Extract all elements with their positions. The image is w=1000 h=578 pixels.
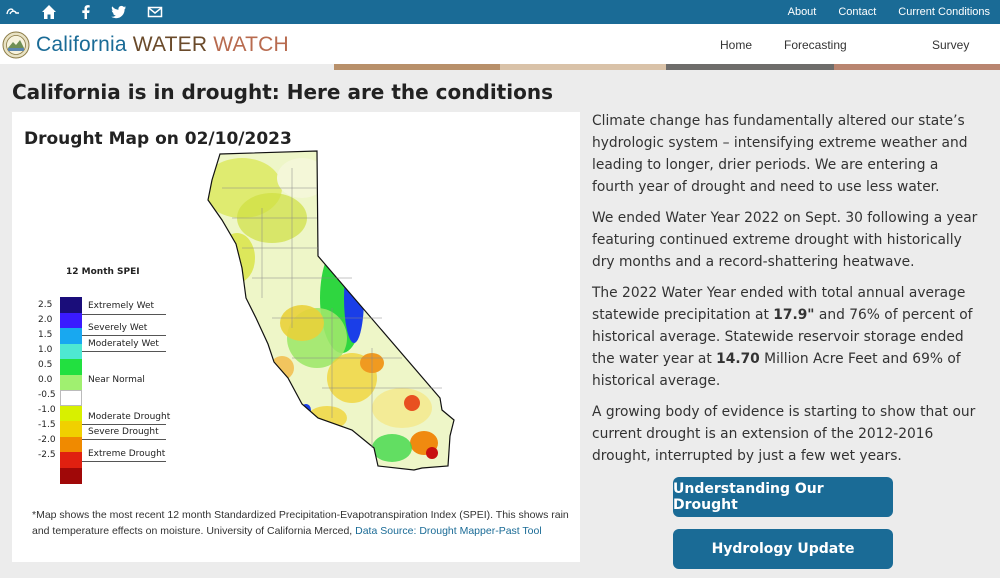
- reservoir-storage-value: 14.70: [716, 351, 760, 367]
- map-footnote-text: *Map shows the most recent 12 month Stan…: [32, 509, 569, 537]
- current-conditions-link[interactable]: Current Conditions: [898, 6, 990, 18]
- legend-value: 0.0: [38, 375, 53, 385]
- legend-swatch: [60, 312, 82, 329]
- legend-swatch: [60, 467, 82, 484]
- map-footnote: *Map shows the most recent 12 month Stan…: [32, 507, 572, 539]
- spei-legend: 12 Month SPEI 2.5 2.0 1.5 1.0 0.5 0.0 -0…: [32, 267, 192, 487]
- hydrology-update-button[interactable]: Hydrology Update: [673, 529, 893, 569]
- legend-label-near-normal: Near Normal: [88, 375, 145, 385]
- legend-label-moderate-drought: Moderate Drought: [88, 412, 171, 422]
- california-outline: [207, 150, 455, 471]
- header-color-band-2: [500, 64, 666, 70]
- summary-paragraph-3: The 2022 Water Year ended with total ann…: [592, 285, 973, 389]
- legend-label-severe-drought: Severe Drought: [88, 427, 159, 437]
- legend-swatch: [60, 452, 82, 468]
- legend-value: -1.0: [38, 405, 56, 415]
- summary-paragraph-2: We ended Water Year 2022 on Sept. 30 fol…: [592, 210, 978, 270]
- legend-label-severely-wet: Severely Wet: [88, 323, 148, 333]
- legend-swatch: [60, 374, 82, 391]
- facebook-icon[interactable]: [77, 3, 95, 21]
- site-brand[interactable]: California WATER WATCH: [2, 28, 289, 62]
- nav-forecasting[interactable]: Forecasting: [784, 38, 847, 52]
- california-drought-map: [207, 150, 455, 471]
- site-title: California WATER WATCH: [36, 33, 289, 57]
- home-icon[interactable]: [40, 3, 58, 21]
- legend-value: -2.0: [38, 435, 56, 445]
- legend-value: -0.5: [38, 390, 56, 400]
- legend-swatch: [60, 405, 82, 422]
- legend-tick: [82, 335, 166, 336]
- legend-value: 2.5: [38, 300, 53, 310]
- site-header: California WATER WATCH Home Forecasting Su…: [0, 24, 1000, 64]
- legend-tick: [82, 461, 166, 462]
- twitter-icon[interactable]: [110, 3, 128, 21]
- state-seal-icon: [2, 31, 30, 59]
- understanding-drought-button[interactable]: Understanding Our Drought: [673, 477, 893, 517]
- about-link[interactable]: About: [787, 6, 817, 18]
- nav-home[interactable]: Home: [720, 38, 753, 52]
- legend-value: -1.5: [38, 420, 56, 430]
- legend-value: 1.0: [38, 345, 53, 355]
- legend-swatch: [60, 359, 82, 375]
- legend-value: 2.0: [38, 315, 53, 325]
- legend-label-extreme-drought: Extreme Drought: [88, 449, 166, 459]
- data-source-link[interactable]: Data Source: Drought Mapper-Past Tool: [355, 525, 542, 537]
- legend-value: 0.5: [38, 360, 53, 370]
- map-fill: [208, 151, 454, 470]
- page-title: California is in drought: Here are the c…: [12, 80, 553, 104]
- nav-survey[interactable]: Survey: [932, 38, 970, 52]
- brand-word-watch: WATCH: [213, 33, 289, 56]
- legend-swatch: [60, 343, 82, 360]
- county-lines: [222, 168, 442, 448]
- email-icon[interactable]: [146, 3, 164, 21]
- contact-link[interactable]: Contact: [838, 6, 877, 18]
- legend-value: -2.5: [38, 450, 56, 460]
- top-bar: About Contact Current Conditions: [0, 0, 1000, 24]
- legend-tick: [82, 314, 166, 315]
- summary-paragraph-4: A growing body of evidence is starting t…: [592, 404, 976, 464]
- legend-swatch: [60, 328, 82, 344]
- header-color-band-1: [334, 64, 500, 70]
- legend-tick: [82, 424, 166, 425]
- drought-map-card: Drought Map on 02/10/2023 12 Month SPEI …: [12, 112, 580, 562]
- legend-value: 1.5: [38, 330, 53, 340]
- legend-tick: [82, 439, 166, 440]
- drought-summary: Climate change has fundamentally altered…: [592, 110, 982, 476]
- legend-swatch: [60, 421, 82, 437]
- legend-swatch: [60, 297, 82, 313]
- header-color-band-3: [666, 64, 834, 70]
- legend-tick: [82, 351, 166, 352]
- header-color-band-4: [834, 64, 1000, 70]
- precipitation-value: 17.9": [773, 307, 815, 323]
- legend-swatch: [60, 390, 82, 406]
- legend-title: 12 Month SPEI: [66, 267, 140, 277]
- brand-word-california: California: [36, 33, 127, 56]
- brand-word-water: WATER: [132, 33, 208, 56]
- legend-label-extremely-wet: Extremely Wet: [88, 301, 155, 311]
- legend-label-moderately-wet: Moderately Wet: [88, 339, 159, 349]
- ca-gov-logo-icon[interactable]: [4, 3, 22, 21]
- map-title: Drought Map on 02/10/2023: [24, 129, 292, 149]
- legend-swatch: [60, 436, 82, 453]
- summary-paragraph-1: Climate change has fundamentally altered…: [592, 113, 968, 195]
